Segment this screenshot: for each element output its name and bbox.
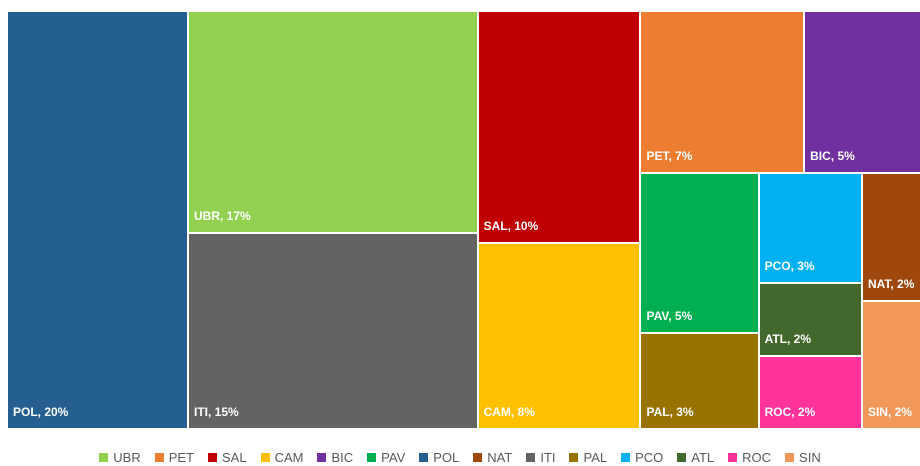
legend-item: PAL — [569, 450, 607, 465]
data-label: ITI, 15% — [193, 405, 239, 419]
legend-swatch — [154, 452, 164, 462]
legend-item: CAM — [260, 449, 304, 465]
data-label: SAL, 10% — [483, 219, 539, 234]
tile: SAL, 10% — [478, 12, 642, 245]
tile: ATL, 2% — [759, 283, 863, 357]
legend-label: SIN — [799, 449, 821, 465]
legend-item: ROC — [728, 450, 771, 465]
data-label: ROC, 2% — [764, 404, 816, 419]
legend-swatch — [317, 452, 327, 462]
legend-item: ITI — [526, 450, 555, 465]
legend-swatch — [208, 452, 218, 462]
data-label: POL, 20% — [13, 405, 69, 419]
data-label: SIN, 2% — [867, 404, 912, 419]
tile: CAM, 8% — [478, 244, 642, 430]
legend-label: NAT — [487, 449, 513, 465]
legend-swatch — [621, 452, 631, 462]
data-label: PAV, 5% — [646, 308, 693, 323]
legend-item: PCO — [621, 450, 663, 465]
legend-swatch — [260, 452, 270, 462]
legend-swatch — [677, 452, 687, 462]
legend-item: BIC — [317, 450, 353, 465]
tile: PCO, 3% — [759, 173, 863, 284]
data-label: ATL, 2% — [764, 331, 812, 346]
legend-item: SIN — [785, 450, 821, 465]
tile: SIN, 2% — [862, 301, 920, 430]
legend-label: ATL — [691, 449, 715, 465]
legend-item: POL — [419, 450, 459, 465]
legend-swatch — [728, 452, 738, 462]
legend-label: ITI — [540, 449, 556, 465]
data-label: PCO, 3% — [764, 258, 815, 273]
legend-label: PAV — [381, 449, 406, 465]
legend-swatch — [526, 452, 536, 462]
legend-item: UBR — [99, 449, 141, 465]
legend-label: POL — [433, 449, 460, 465]
legend-swatch — [785, 452, 795, 462]
data-label: PET, 7% — [646, 148, 693, 163]
tile: PAL, 3% — [641, 333, 760, 430]
legend-label: CAM — [274, 449, 304, 465]
data-label: CAM, 8% — [483, 404, 535, 419]
legend-label: PCO — [635, 449, 664, 465]
legend-label: BIC — [331, 449, 354, 465]
tile: ITI, 15% — [188, 234, 479, 430]
legend-swatch — [473, 452, 483, 462]
legend-swatch — [569, 452, 579, 462]
treemap: POL, 20% UBR, 17% ITI, 15% SAL, 10% CAM, 8% P… — [8, 12, 920, 430]
legend-swatch — [99, 452, 109, 462]
tile: ROC, 2% — [759, 356, 863, 430]
legend-item: ATL — [677, 450, 714, 465]
tile: POL, 20% — [8, 12, 189, 430]
legend-item: SAL — [208, 450, 247, 465]
data-label: UBR, 17% — [193, 209, 251, 224]
legend-item: NAT — [473, 450, 512, 465]
data-label: PAL, 3% — [646, 404, 694, 419]
tile: BIC, 5% — [805, 12, 920, 174]
tile: PET, 7% — [641, 12, 806, 174]
legend-label: SAL — [222, 449, 247, 465]
data-label: NAT, 2% — [867, 276, 915, 291]
legend-label: UBR — [113, 449, 141, 465]
legend-label: PET — [168, 449, 195, 465]
legend-label: PAL — [583, 449, 608, 465]
legend-item: PAV — [367, 450, 405, 465]
legend-label: ROC — [742, 449, 772, 465]
legend-item: PET — [154, 449, 195, 465]
tile: UBR, 17% — [188, 12, 479, 235]
legend: UBR PET SAL CAM BIC PAV POL NAT ITI PAL PCO ATL ROC S… — [0, 448, 920, 466]
legend-swatch — [419, 452, 429, 462]
tile: NAT, 2% — [862, 173, 920, 302]
legend-swatch — [367, 452, 377, 462]
data-label: BIC, 5% — [810, 148, 855, 163]
tile: PAV, 5% — [641, 173, 760, 334]
